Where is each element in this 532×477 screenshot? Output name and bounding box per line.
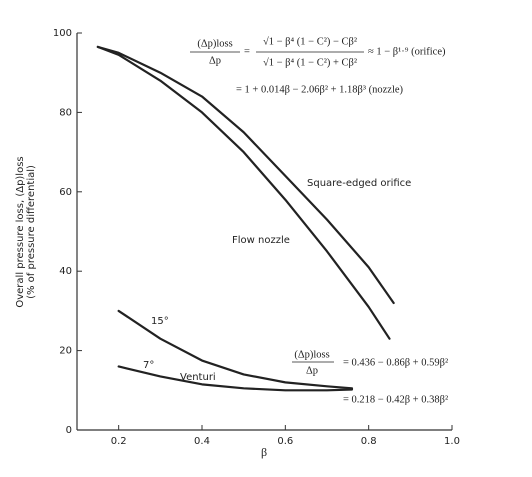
curve	[117, 365, 354, 392]
curve-label: Venturi	[180, 372, 216, 383]
y-tick-label: 40	[59, 266, 72, 277]
curve	[117, 309, 354, 390]
formula-text: (Δp)loss	[197, 38, 232, 49]
x-tick-label: 1.0	[444, 436, 460, 447]
x-tick-label: 0.6	[277, 436, 293, 447]
curve-label: Flow nozzle	[232, 235, 290, 246]
formula-text: Δp	[306, 365, 318, 376]
x-tick-label: 0.8	[361, 436, 377, 447]
formula-text: (Δp)loss	[294, 349, 329, 360]
curve-label: Square-edged orifice	[307, 178, 411, 189]
y-tick-label: 0	[66, 425, 72, 436]
y-tick-label: 80	[59, 107, 72, 118]
y-axis-label: (% of pressure differential)	[26, 165, 37, 299]
formula-text: = 1 + 0.014β − 2.06β² + 1.18β³ (nozzle)	[236, 84, 404, 95]
formula-text: = 0.218 − 0.42β + 0.38β²	[343, 394, 448, 405]
y-tick-label: 60	[59, 187, 72, 198]
y-tick-label: 100	[53, 28, 72, 39]
curve-label: 15°	[151, 316, 169, 327]
formula-text: = 0.436 − 0.86β + 0.59β²	[343, 357, 448, 368]
x-tick-label: 0.2	[111, 436, 127, 447]
formula-text: Δp	[209, 55, 221, 66]
formula-text: ≈ 1 − β¹·⁹ (orifice)	[368, 46, 446, 57]
curve	[96, 45, 395, 305]
formula-text: √1 − β⁴ (1 − C²) + Cβ²	[263, 56, 357, 68]
formula-text: =	[244, 46, 250, 57]
curve	[96, 45, 391, 340]
y-tick-label: 20	[59, 346, 72, 357]
x-tick-label: 0.4	[194, 436, 210, 447]
curve-label: 7°	[143, 360, 154, 371]
y-axis-label: Overall pressure loss, (Δp)loss	[15, 156, 26, 307]
formula-text: √1 − β⁴ (1 − C²) − Cβ²	[263, 35, 357, 47]
x-axis-label: β	[261, 445, 267, 459]
